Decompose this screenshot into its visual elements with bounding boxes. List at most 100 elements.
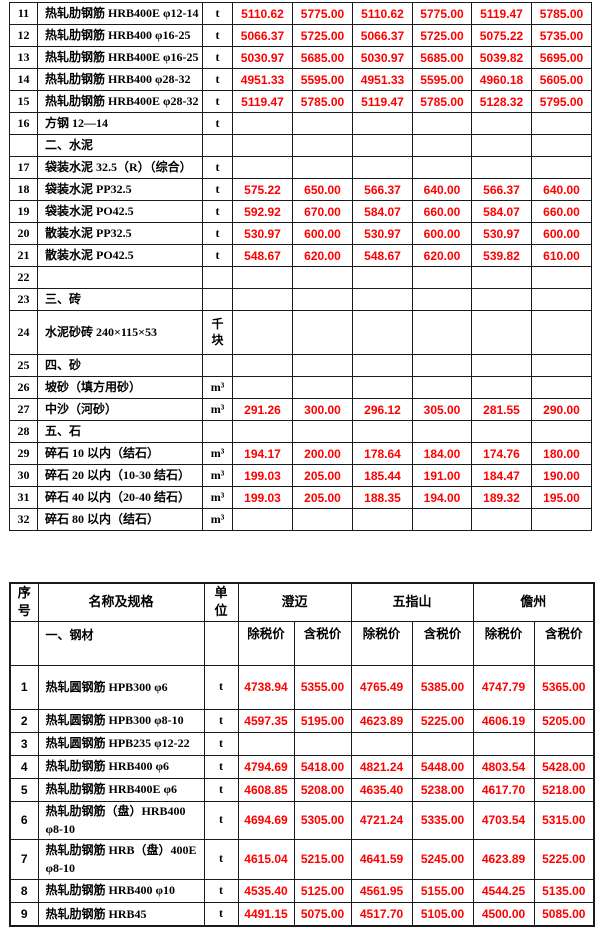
- row-number-cell: 19: [9, 200, 38, 223]
- price-cell-ex-tax-3: 566.37: [471, 178, 532, 201]
- price-cell-ex-tax-3: 4960.18: [471, 68, 532, 91]
- row-number-cell: 28: [9, 420, 38, 443]
- price-cell-inc-tax-2: 640.00: [412, 178, 472, 201]
- item-name-cell: 热轧肋钢筋 HRB45: [37, 901, 205, 927]
- price-cell-inc-tax-2: [412, 156, 472, 179]
- unit-cell: t: [203, 731, 239, 756]
- price-cell-ex-tax-3: 4803.54: [472, 754, 535, 779]
- row-number-cell: 27: [9, 398, 38, 421]
- price-cell-inc-tax-3: 5695.00: [531, 46, 592, 69]
- table-row: 31 碎石 40 以内（20-40 结石） m³ 199.03 205.00 1…: [9, 486, 592, 509]
- price-cell-ex-tax-3: [471, 376, 532, 399]
- table-row: 22: [9, 266, 592, 289]
- item-name-cell: 热轧肋钢筋 HRB400E φ6: [37, 777, 205, 802]
- row-number-cell: 11: [9, 2, 38, 25]
- item-name-cell: 散装水泥 PP32.5: [37, 222, 203, 245]
- item-name-cell: 热轧圆钢筋 HPB300 φ6: [37, 664, 205, 710]
- price-cell-ex-tax-2: [352, 354, 413, 377]
- price-cell-ex-tax-3: [471, 508, 532, 531]
- price-cell-ex-tax-1: 5119.47: [232, 90, 293, 113]
- price-cell-inc-tax-3: 5135.00: [533, 878, 595, 903]
- row-number-cell: 18: [9, 178, 38, 201]
- unit-cell: [202, 288, 233, 311]
- price-cell-inc-tax-1: [292, 354, 353, 377]
- price-cell-inc-tax-3: 5428.00: [533, 754, 595, 779]
- table-row: 5 热轧肋钢筋 HRB400E φ6 t 4608.85 5208.00 463…: [9, 777, 595, 802]
- price-cell-ex-tax-3: 4747.79: [472, 664, 535, 710]
- item-name-cell: 散装水泥 PO42.5: [37, 244, 203, 267]
- unit-cell: t: [202, 90, 233, 113]
- price-cell-inc-tax-2: 5385.00: [411, 664, 474, 710]
- price-cell-ex-tax-2: 4641.59: [350, 838, 413, 880]
- price-cell-ex-tax-1: [232, 288, 293, 311]
- price-cell-inc-tax-2: 5685.00: [412, 46, 472, 69]
- price-cell-inc-tax-3: [531, 134, 592, 157]
- price-cell-ex-tax-2: [352, 156, 413, 179]
- price-cell-ex-tax-2: 4635.40: [350, 777, 413, 802]
- price-cell-inc-tax-1: 5775.00: [292, 2, 353, 25]
- price-cell-ex-tax-1: [232, 310, 293, 355]
- price-cell-inc-tax-3: 190.00: [531, 464, 592, 487]
- price-cell-inc-tax-3: 5605.00: [531, 68, 592, 91]
- item-name-cell: 三、砖: [37, 288, 203, 311]
- price-cell-inc-tax-3: 660.00: [531, 200, 592, 223]
- price-cell-inc-tax-3: 600.00: [531, 222, 592, 245]
- price-cell-inc-tax-2: 5155.00: [411, 878, 474, 903]
- table-row: 19 袋装水泥 PO42.5 t 592.92 670.00 584.07 66…: [9, 200, 592, 223]
- price-cell-ex-tax-1: 548.67: [232, 244, 293, 267]
- price-cell-inc-tax-3: 5795.00: [531, 90, 592, 113]
- price-cell-ex-tax-3: 174.76: [471, 442, 532, 465]
- price-cell-inc-tax-1: [292, 508, 353, 531]
- price-cell-inc-tax-1: 5195.00: [293, 708, 352, 733]
- price-cell-ex-tax-1: 4951.33: [232, 68, 293, 91]
- table-row: 27 中沙（河砂） m³ 291.26 300.00 296.12 305.00…: [9, 398, 592, 421]
- price-cell-inc-tax-2: [411, 731, 474, 756]
- table-row: 20 散装水泥 PP32.5 t 530.97 600.00 530.97 60…: [9, 222, 592, 245]
- price-cell-ex-tax-2: 548.67: [352, 244, 413, 267]
- unit-cell: [202, 134, 233, 157]
- price-cell-ex-tax-2: 5030.97: [352, 46, 413, 69]
- unit-cell: t: [202, 24, 233, 47]
- price-cell-ex-tax-3: 4703.54: [472, 800, 535, 840]
- unit-cell: m³: [202, 508, 233, 531]
- price-cell-inc-tax-1: 670.00: [292, 200, 353, 223]
- price-cell-ex-tax-3: [472, 731, 535, 756]
- price-cell-ex-tax-1: 575.22: [232, 178, 293, 201]
- price-cell-ex-tax-3: 4623.89: [472, 838, 535, 880]
- price-cell-ex-tax-2: 4765.49: [350, 664, 413, 710]
- price-cell-inc-tax-1: [292, 310, 353, 355]
- price-cell-ex-tax-3: 539.82: [471, 244, 532, 267]
- unit-cell: t: [202, 2, 233, 25]
- row-number-cell: 23: [9, 288, 38, 311]
- price-cell-inc-tax-1: [292, 112, 353, 135]
- price-cell-ex-tax-1: 4535.40: [237, 878, 295, 903]
- price-cell-inc-tax-1: 5305.00: [293, 800, 352, 840]
- header-row-cities: 序 号 名称及规格 单 位 澄迈 五指山 儋州: [9, 582, 595, 622]
- price-cell-inc-tax-2: 5335.00: [411, 800, 474, 840]
- price-cell-inc-tax-1: 200.00: [292, 442, 353, 465]
- table-row: 32 碎石 80 以内（结石） m³: [9, 508, 592, 531]
- material-price-table-top: 11 热轧肋钢筋 HRB400E φ12-14 t 5110.62 5775.0…: [9, 2, 592, 531]
- price-cell-ex-tax-3: [471, 288, 532, 311]
- table-row: 16 方钢 12—14 t: [9, 112, 592, 135]
- unit-cell: t: [203, 664, 239, 710]
- empty-cell: [9, 620, 39, 666]
- price-cell-inc-tax-1: 5418.00: [293, 754, 352, 779]
- unit-cell: m³: [202, 464, 233, 487]
- price-cell-inc-tax-3: 5735.00: [531, 24, 592, 47]
- row-number-cell: 32: [9, 508, 38, 531]
- price-cell-ex-tax-3: [471, 420, 532, 443]
- row-number-cell: 1: [9, 664, 39, 710]
- price-cell-inc-tax-2: 5775.00: [412, 2, 472, 25]
- price-cell-ex-tax-3: 5128.32: [471, 90, 532, 113]
- table-row: 13 热轧肋钢筋 HRB400E φ16-25 t 5030.97 5685.0…: [9, 46, 592, 69]
- item-name-cell: 热轧肋钢筋 HRB400 φ16-25: [37, 24, 203, 47]
- row-number-cell: 16: [9, 112, 38, 135]
- unit-cell: t: [203, 754, 239, 779]
- item-name-cell: 碎石 10 以内（结石）: [37, 442, 203, 465]
- price-cell-inc-tax-1: 5075.00: [293, 901, 352, 927]
- item-name-cell: 中沙（河砂）: [37, 398, 203, 421]
- item-name-cell: 碎石 80 以内（结石）: [37, 508, 203, 531]
- price-cell-ex-tax-3: 4617.70: [472, 777, 535, 802]
- price-cell-ex-tax-1: 530.97: [232, 222, 293, 245]
